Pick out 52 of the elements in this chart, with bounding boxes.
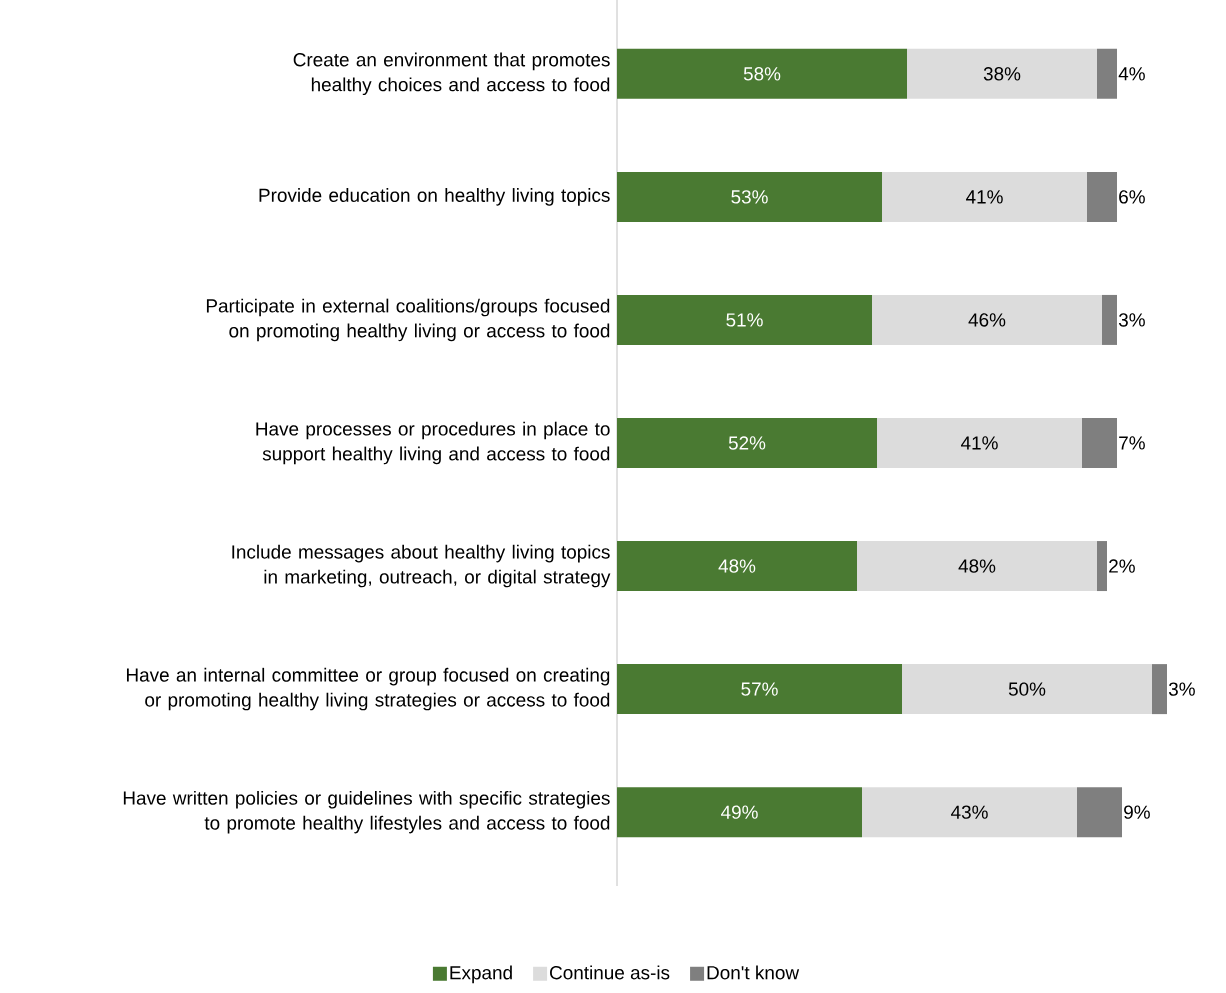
data-label: 49% [721, 805, 758, 819]
y-tick-label: Have written policies or guidelines with specific strategies to promote healthy lifestyles and access to food [123, 790, 610, 834]
data-label: 3% [1168, 682, 1195, 696]
bar [882, 171, 1088, 222]
data-label: 52% [728, 436, 766, 450]
y-tick-label: Have an internal committee or group focused on creating or promoting healthy living strategies or access to food [126, 667, 610, 711]
y-tick-label: Participate in external coalitions/groups focused on promoting healthy living or access to food [206, 298, 610, 342]
data-label: 53% [731, 190, 768, 204]
y-tick-label: Provide education on healthy living topics [259, 188, 610, 206]
bar [617, 294, 873, 345]
bar [617, 417, 878, 468]
bar [1152, 664, 1168, 715]
y-tick-label: Have processes or procedures in place to support healthy living and access to food [256, 421, 610, 465]
data-label: 58% [743, 67, 781, 81]
bar [1082, 417, 1118, 468]
bar [617, 48, 908, 99]
data-label: 48% [718, 559, 756, 573]
data-label: 50% [1008, 682, 1046, 696]
data-label: 9% [1124, 805, 1150, 819]
bar [1097, 48, 1118, 99]
legend-label: Don't know [707, 965, 800, 980]
data-label: 43% [951, 805, 988, 819]
bar [902, 664, 1153, 715]
bar [877, 417, 1083, 468]
bar [1102, 294, 1118, 345]
legend-label: Expand [450, 965, 512, 984]
y-tick-label: Create an environment that promotes healthy choices and access to food [293, 52, 610, 96]
bar [862, 787, 1078, 838]
legend-label: Continue as-is [550, 965, 670, 980]
data-label: 41% [966, 190, 1003, 204]
data-label: 51% [726, 313, 763, 327]
bar [617, 664, 903, 715]
data-label: 6% [1119, 190, 1145, 204]
bar [617, 787, 863, 838]
data-label: 7% [1119, 436, 1145, 450]
data-label: 48% [958, 559, 996, 573]
bar [617, 171, 883, 222]
y-tick-label: Include messages about healthy living topics in marketing, outreach, or digital strategy [232, 544, 611, 588]
bar [907, 48, 1098, 99]
data-label: 2% [1109, 559, 1135, 573]
bar [857, 541, 1098, 592]
data-label: 41% [961, 436, 998, 450]
bar [617, 541, 858, 592]
data-label: 57% [741, 682, 778, 696]
bar [872, 294, 1103, 345]
bar [1087, 171, 1118, 222]
bar [1097, 541, 1108, 592]
data-label: 3% [1118, 313, 1145, 327]
data-label: 46% [968, 313, 1006, 327]
data-label: 38% [983, 67, 1021, 81]
bar [1077, 787, 1123, 838]
data-label: 4% [1118, 67, 1145, 81]
